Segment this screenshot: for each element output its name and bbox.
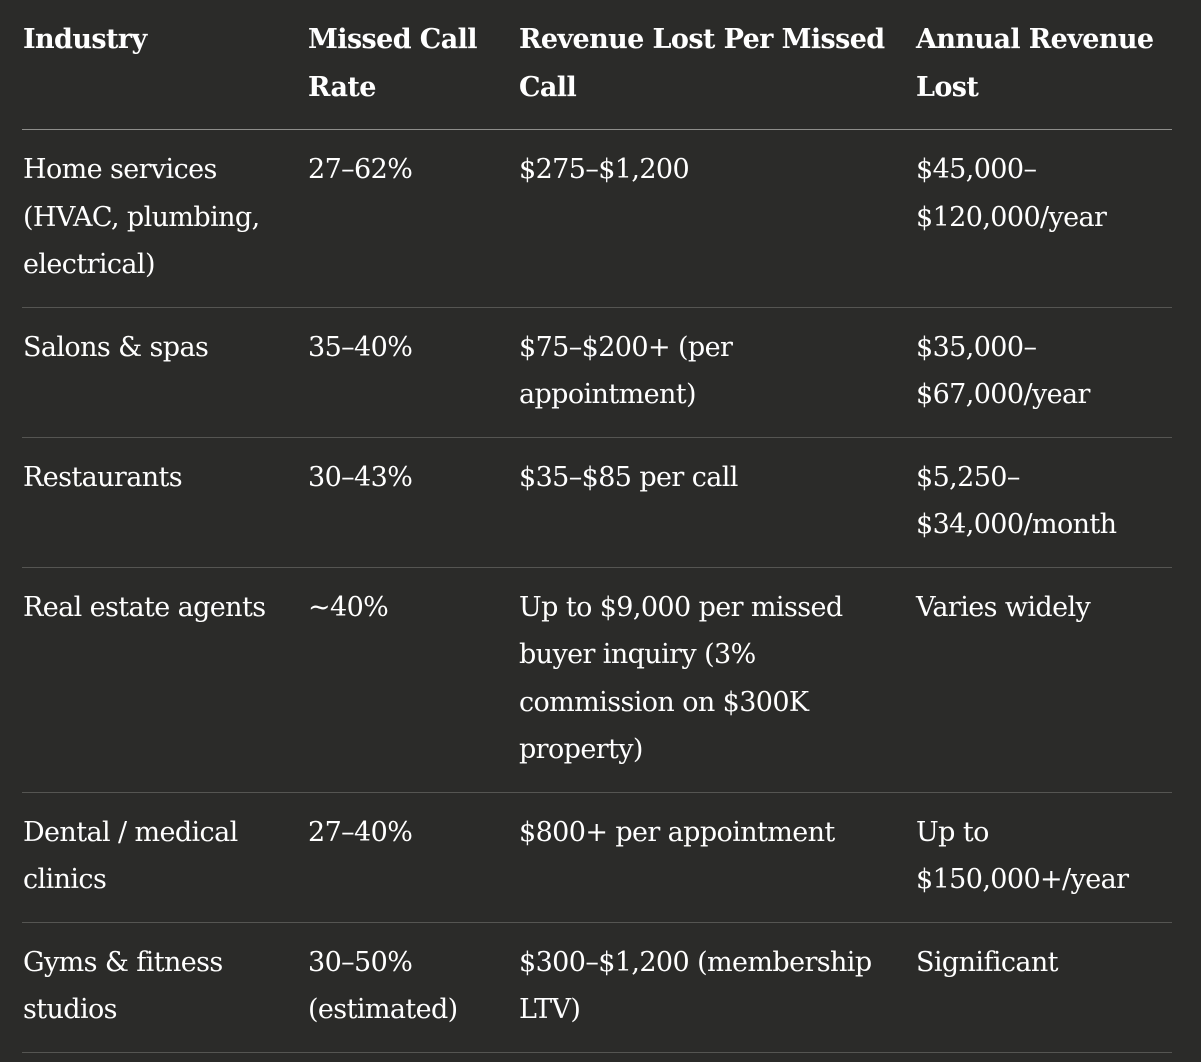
header-revenue-lost-per-call: Revenue Lost Per Missed Call [519, 0, 916, 130]
table-header-row: Industry Missed Call Rate Revenue Lost P… [22, 0, 1172, 130]
cell-annual-revenue-lost: Significant [916, 922, 1172, 1053]
cell-annual-revenue-lost: Varies widely [916, 567, 1172, 793]
cell-industry: Dental / medical clinics [22, 792, 308, 923]
cell-revenue-lost-per-call: $275–$1,200 [519, 129, 916, 308]
cell-revenue-lost-per-call: $35–$85 per call [519, 437, 916, 568]
cell-missed-call-rate: 27–40% [308, 792, 519, 923]
cell-missed-call-rate: 35–40% [308, 307, 519, 438]
missed-call-revenue-table: Industry Missed Call Rate Revenue Lost P… [22, 0, 1172, 1053]
table-row: Restaurants 30–43% $35–$85 per call $5,2… [22, 437, 1172, 568]
cell-annual-revenue-lost: $45,000–$120,000/year [916, 129, 1172, 308]
header-industry: Industry [22, 0, 308, 130]
table-row: Home services (HVAC, plumbing, electrica… [22, 129, 1172, 308]
cell-industry: Restaurants [22, 437, 308, 568]
cell-missed-call-rate: ~40% [308, 567, 519, 793]
header-missed-call-rate: Missed Call Rate [308, 0, 519, 130]
cell-industry: Gyms & fitness studios [22, 922, 308, 1053]
cell-annual-revenue-lost: Up to $150,000+/year [916, 792, 1172, 923]
cell-revenue-lost-per-call: $800+ per appointment [519, 792, 916, 923]
missed-call-table-container: Industry Missed Call Rate Revenue Lost P… [22, 0, 1172, 1053]
cell-revenue-lost-per-call: $300–$1,200 (membership LTV) [519, 922, 916, 1053]
header-annual-revenue-lost: Annual Revenue Lost [916, 0, 1172, 130]
cell-revenue-lost-per-call: $75–$200+ (per appointment) [519, 307, 916, 438]
cell-industry: Real estate agents [22, 567, 308, 793]
cell-missed-call-rate: 30–50% (estimated) [308, 922, 519, 1053]
table-row: Dental / medical clinics 27–40% $800+ pe… [22, 792, 1172, 923]
cell-missed-call-rate: 27–62% [308, 129, 519, 308]
table-row: Real estate agents ~40% Up to $9,000 per… [22, 567, 1172, 793]
table-row: Salons & spas 35–40% $75–$200+ (per appo… [22, 307, 1172, 438]
cell-industry: Salons & spas [22, 307, 308, 438]
cell-revenue-lost-per-call: Up to $9,000 per missed buyer inquiry (3… [519, 567, 916, 793]
cell-annual-revenue-lost: $35,000–$67,000/year [916, 307, 1172, 438]
cell-annual-revenue-lost: $5,250–$34,000/month [916, 437, 1172, 568]
table-row: Gyms & fitness studios 30–50% (estimated… [22, 922, 1172, 1053]
cell-industry: Home services (HVAC, plumbing, electrica… [22, 129, 308, 308]
cell-missed-call-rate: 30–43% [308, 437, 519, 568]
